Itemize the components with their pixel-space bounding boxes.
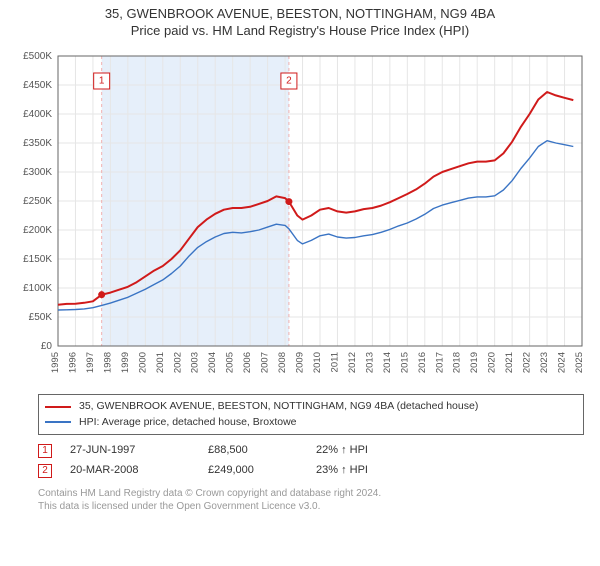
svg-text:2025: 2025 [574,352,585,373]
title-line1: 35, GWENBROOK AVENUE, BEESTON, NOTTINGHA… [0,6,600,23]
svg-text:2015: 2015 [399,352,410,373]
svg-text:2003: 2003 [190,352,201,373]
svg-text:£450K: £450K [23,80,52,91]
svg-text:2024: 2024 [557,352,568,373]
svg-text:£300K: £300K [23,167,52,178]
svg-text:£200K: £200K [23,225,52,236]
svg-text:2021: 2021 [504,352,515,373]
chart-title: 35, GWENBROOK AVENUE, BEESTON, NOTTINGHA… [0,6,600,40]
svg-text:1: 1 [99,75,105,86]
transaction-hpi: 22% ↑ HPI [316,441,426,461]
legend-swatch [45,406,71,408]
transaction-date: 27-JUN-1997 [70,441,190,461]
svg-text:2018: 2018 [452,352,463,373]
legend-item: 35, GWENBROOK AVENUE, BEESTON, NOTTINGHA… [45,399,577,415]
svg-text:2009: 2009 [295,352,306,373]
svg-text:2011: 2011 [329,352,340,372]
svg-text:£100K: £100K [23,283,52,294]
svg-text:2020: 2020 [487,352,498,373]
chart-area: £0 £50K £100K £150K £200K £250K £300K £350K £400… [10,48,590,388]
svg-text:2: 2 [286,75,292,86]
transaction-row: 1 27-JUN-1997 £88,500 22% ↑ HPI [38,441,584,461]
footnote-line1: Contains HM Land Registry data © Crown c… [38,487,584,501]
svg-text:2013: 2013 [364,352,375,373]
transaction-hpi: 23% ↑ HPI [316,461,426,481]
legend-label: HPI: Average price, detached house, Brox… [79,415,297,431]
svg-text:1999: 1999 [120,352,131,373]
svg-text:2014: 2014 [382,352,393,373]
svg-text:2005: 2005 [225,352,236,373]
footnote: Contains HM Land Registry data © Crown c… [38,487,584,514]
svg-text:2008: 2008 [277,352,288,373]
footnote-line2: This data is licensed under the Open Gov… [38,500,584,514]
line-chart-svg: £0 £50K £100K £150K £200K £250K £300K £350K £400… [10,48,590,388]
svg-text:1997: 1997 [85,352,96,373]
svg-text:2017: 2017 [434,352,445,373]
transaction-price: £88,500 [208,441,298,461]
svg-text:2007: 2007 [260,352,271,373]
svg-text:£50K: £50K [29,312,53,323]
svg-text:2016: 2016 [417,352,428,373]
svg-text:£0: £0 [41,341,53,352]
svg-text:1998: 1998 [102,352,113,373]
svg-text:£150K: £150K [23,254,52,265]
svg-text:2001: 2001 [155,352,166,373]
title-line2: Price paid vs. HM Land Registry's House … [0,23,600,40]
svg-text:1995: 1995 [50,352,61,373]
transaction-badge: 2 [38,464,52,478]
transaction-row: 2 20-MAR-2008 £249,000 23% ↑ HPI [38,461,584,481]
transaction-badge: 1 [38,444,52,458]
svg-text:2010: 2010 [312,352,323,373]
legend-item: HPI: Average price, detached house, Brox… [45,415,577,431]
legend: 35, GWENBROOK AVENUE, BEESTON, NOTTINGHA… [38,394,584,436]
legend-swatch [45,421,71,423]
svg-text:2002: 2002 [172,352,183,373]
legend-label: 35, GWENBROOK AVENUE, BEESTON, NOTTINGHA… [79,399,478,415]
svg-text:2006: 2006 [242,352,253,373]
svg-text:£400K: £400K [23,109,52,120]
svg-text:2004: 2004 [207,352,218,373]
transaction-price: £249,000 [208,461,298,481]
svg-text:£350K: £350K [23,138,52,149]
svg-text:2019: 2019 [469,352,480,373]
svg-text:2000: 2000 [137,352,148,373]
transaction-date: 20-MAR-2008 [70,461,190,481]
svg-text:£500K: £500K [23,51,52,62]
transactions-table: 1 27-JUN-1997 £88,500 22% ↑ HPI 2 20-MAR-2008… [38,441,584,481]
svg-text:£250K: £250K [23,196,52,207]
svg-text:1996: 1996 [67,352,78,373]
svg-text:2022: 2022 [522,352,533,373]
svg-text:2023: 2023 [539,352,550,373]
svg-text:2012: 2012 [347,352,358,373]
